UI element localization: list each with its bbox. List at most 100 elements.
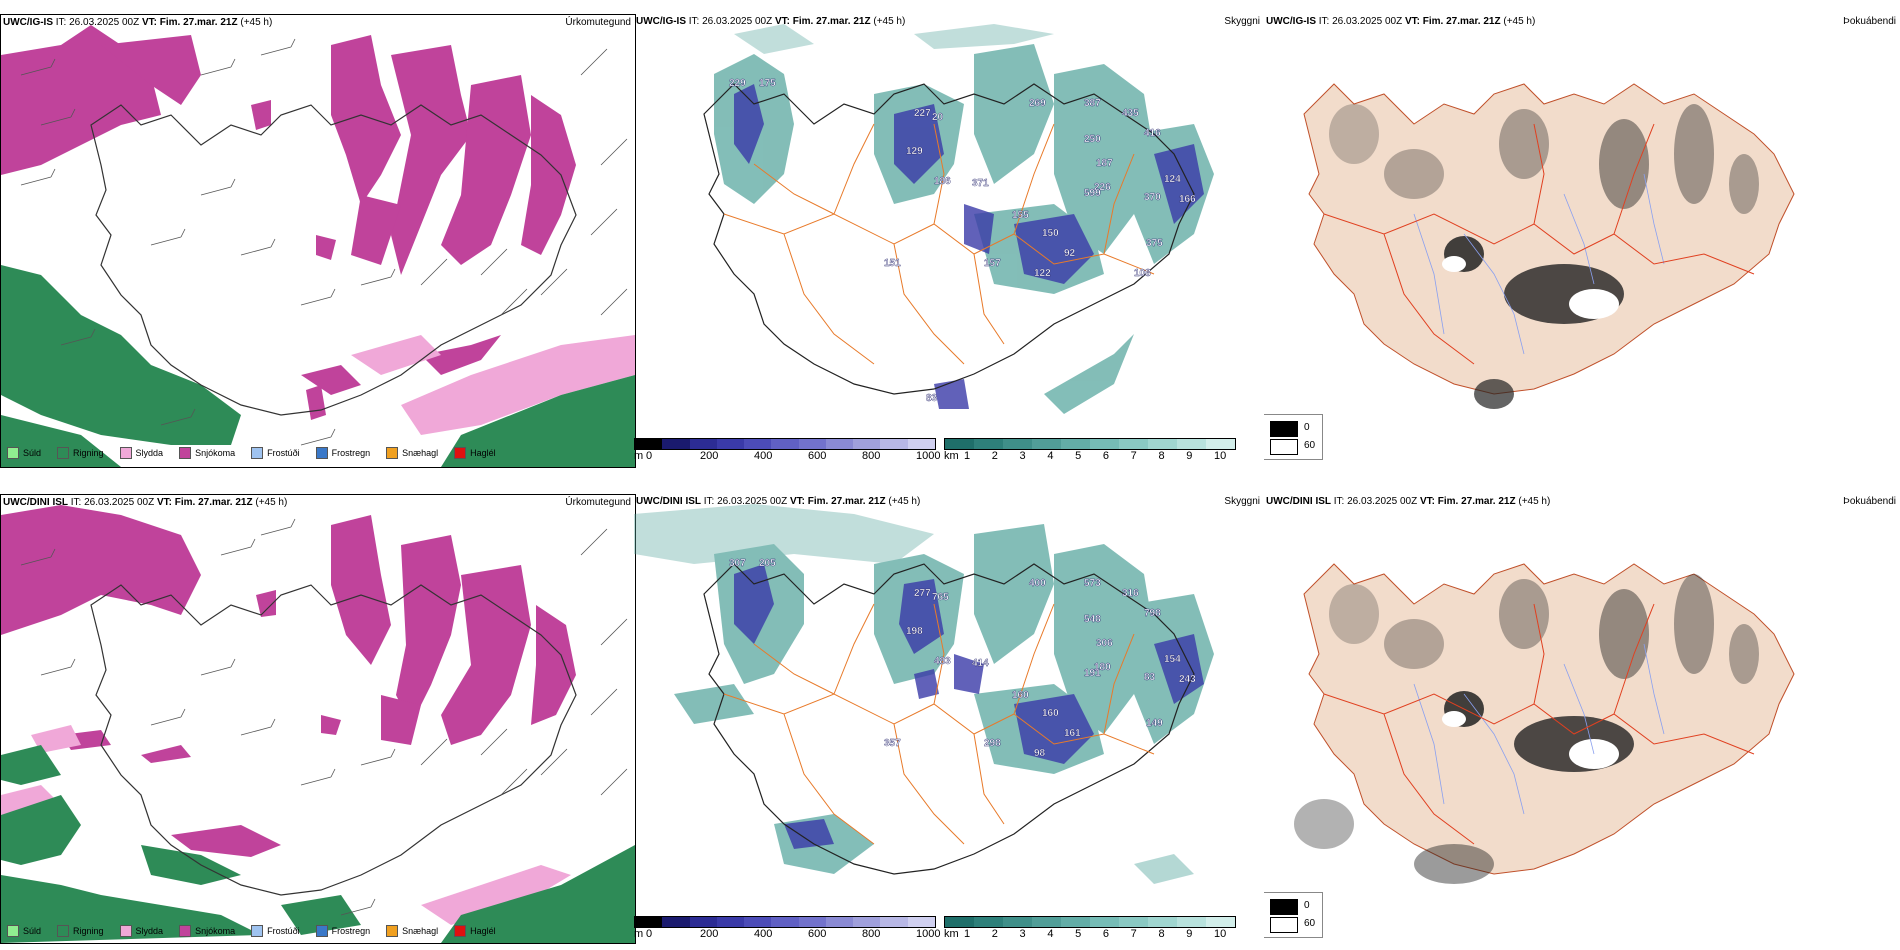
ceiling-tick-label: 600 (808, 928, 827, 940)
glacier-white (1442, 711, 1466, 727)
lead-time: (+45 h) (1518, 496, 1551, 507)
visibility-tick-label: 9 (1186, 928, 1193, 940)
ceiling-value-label: 180 (1094, 662, 1111, 673)
visibility-tick-label: 9 (1186, 450, 1193, 462)
legend-item: Slydda (119, 925, 163, 937)
wind-barbs (20, 518, 628, 916)
legend-label: Snjókoma (195, 448, 236, 458)
visibility-color-step (1148, 439, 1177, 449)
ceiling-tick-label: 0 (646, 450, 653, 462)
legend-label: Rigning (73, 926, 104, 936)
lead-time: (+45 h) (255, 497, 288, 508)
legend-label: Haglél (470, 448, 496, 458)
valid-time: Fim. 27.mar. 21Z (807, 496, 886, 507)
ceiling-color-step (825, 439, 854, 449)
ceiling-value-label: 161 (1064, 728, 1081, 739)
legend-label: Slydda (135, 448, 164, 458)
rain-areas (1, 265, 635, 467)
fog-key-light-label: 60 (1304, 918, 1316, 929)
legend-label: Snæhagl (402, 448, 439, 458)
ceiling-color-step (771, 917, 799, 927)
ceiling-value-label: 20 (932, 112, 944, 123)
roads (1323, 123, 1755, 365)
visibility-color-step (1177, 917, 1206, 927)
model-name: UWC/IG-IS (3, 17, 53, 28)
legend-swatch (57, 447, 70, 459)
ceiling-unit: m (634, 450, 644, 462)
ceiling-value-label: 155 (1012, 210, 1029, 221)
ceiling-value-label: 306 (1096, 638, 1113, 649)
init-time: IT: 26.03.2025 00Z (70, 497, 155, 508)
ceiling-tick-label: 1000 (916, 450, 941, 462)
fog-key-light-label: 60 (1304, 440, 1316, 451)
init-time: IT: 26.03.2025 00Z (688, 16, 773, 27)
visibility-tick-label: 1 (964, 450, 971, 462)
run-header-ceiling-top: UWC/IG-IS IT: 26.03.2025 00Z VT: Fim. 27… (636, 16, 905, 27)
legend-swatch (386, 925, 399, 937)
ceiling-value-label: 370 (1144, 192, 1161, 203)
model-name: UWC/DINI ISL (3, 497, 68, 508)
valid-label: VT: (156, 497, 172, 508)
fog-panel-top: UWC/IG-IS IT: 26.03.2025 00Z VT: Fim. 27… (1264, 14, 1900, 466)
legend-item: Haglél (454, 447, 496, 459)
ceiling-value-label: 243 (1179, 674, 1196, 685)
visibility-tick-label: 4 (1047, 928, 1054, 940)
ceiling-color-step (689, 439, 717, 449)
ceiling-ticks-bottom: 0 200 400 600 800 1000 (634, 928, 944, 942)
legend-label: Frostúði (267, 926, 300, 936)
visibility-color-step (1090, 917, 1119, 927)
visibility-color-step (1148, 917, 1177, 927)
visibility-tick-label: 8 (1158, 450, 1165, 462)
legend-item: Rigning (57, 447, 104, 459)
ceiling-value-label: 573 (1084, 578, 1101, 589)
ceiling-unit: m (634, 928, 644, 940)
visibility-color-step (1206, 439, 1235, 449)
legend-swatch (179, 447, 192, 459)
ceiling-value-label: 435 (1122, 108, 1139, 119)
ceiling-value-label: 269 (1029, 98, 1046, 109)
ceiling-value-label: 187 (1096, 158, 1113, 169)
ceiling-value-label: 798 (1144, 608, 1161, 619)
ceiling-value-label: 160 (1042, 708, 1059, 719)
legend-item: Frostregn (315, 925, 370, 937)
ceiling-color-step (771, 439, 799, 449)
ceiling-value-label: 83 (926, 393, 938, 404)
fog-key-dark-label: 0 (1304, 900, 1310, 911)
legend-swatch (454, 447, 467, 459)
ceiling-value-label: 205 (759, 558, 776, 569)
visibility-ticks-top: 1 2 3 4 5 6 7 8 9 10 (964, 450, 1234, 464)
ceiling-value-label: 548 (1084, 614, 1101, 625)
init-time: IT: 26.03.2025 00Z (1333, 496, 1418, 507)
run-header-precip-top: UWC/IG-IS IT: 26.03.2025 00Z VT: Fim. 27… (3, 17, 272, 28)
legend-item: Frostúði (251, 925, 300, 937)
precip-type-panel-top: UWC/IG-IS IT: 26.03.2025 00Z VT: Fim. 27… (0, 14, 636, 468)
rivers (1413, 173, 1665, 355)
road-network (723, 123, 1155, 365)
visibility-tick-label: 7 (1130, 450, 1137, 462)
run-header-fog-bottom: UWC/DINI ISL IT: 26.03.2025 00Z VT: Fim.… (1266, 496, 1550, 507)
valid-time: Fim. 27.mar. 21Z (1437, 496, 1516, 507)
ceiling-value-label: 357 (884, 738, 901, 749)
visibility-colorbar-bottom (944, 916, 1236, 928)
ceiling-tick-label: 0 (646, 928, 653, 940)
ceiling-value-label: 92 (1064, 248, 1076, 259)
visibility-tick-label: 3 (1019, 450, 1026, 462)
panel-title-ceiling: Skyggni (1224, 16, 1260, 27)
ceiling-value-label: 160 (1012, 690, 1029, 701)
valid-time: Fim. 27.mar. 21Z (174, 497, 253, 508)
legend-swatch (179, 925, 192, 937)
ceiling-color-step (798, 917, 826, 927)
legend-label: Frostregn (331, 448, 371, 458)
ceiling-color-step (825, 917, 854, 927)
valid-label: VT: (789, 496, 805, 507)
ceiling-value-label: 414 (972, 658, 989, 669)
legend-swatch (454, 925, 467, 937)
legend-item: Haglél (454, 925, 496, 937)
visibility-tick-label: 7 (1130, 928, 1137, 940)
ceiling-value-label: 227 (914, 108, 931, 119)
ceiling-color-step (880, 917, 908, 927)
island-land (1303, 83, 1795, 395)
ceiling-value-label: 298 (984, 738, 1001, 749)
legend-item: Snæhagl (386, 925, 438, 937)
roads (1323, 603, 1755, 845)
